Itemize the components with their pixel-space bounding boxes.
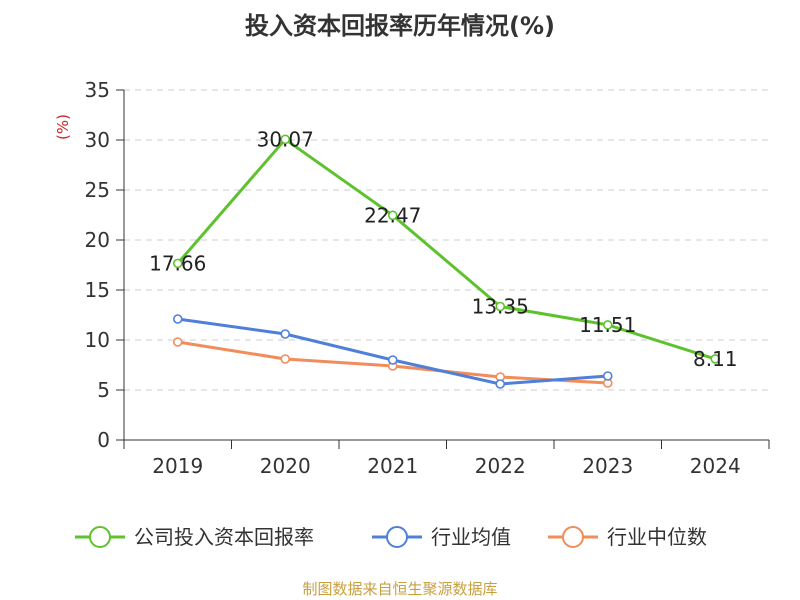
data-point bbox=[602, 371, 613, 381]
x-tick-labels: 2019 2020 2021 2022 2023 2024 bbox=[123, 440, 770, 478]
y-tick-labels: 0 5 10 15 20 25 30 35 bbox=[85, 78, 124, 452]
data-label: 22.47 bbox=[364, 203, 421, 227]
grid-lines bbox=[124, 89, 769, 391]
data-point bbox=[172, 337, 183, 347]
data-point bbox=[602, 320, 613, 330]
legend-marker bbox=[562, 526, 584, 548]
data-point bbox=[172, 258, 183, 269]
data-point bbox=[495, 301, 506, 312]
legend-marker bbox=[89, 526, 111, 548]
data-label: 30.07 bbox=[257, 127, 314, 151]
x-tick-label: 2021 bbox=[367, 454, 418, 478]
series-layer bbox=[172, 134, 721, 389]
legend-item[interactable]: 行业均值 bbox=[372, 525, 511, 549]
data-label: 17.66 bbox=[149, 251, 206, 275]
data-point bbox=[387, 355, 398, 365]
x-tick-label: 2020 bbox=[260, 454, 311, 478]
data-point bbox=[387, 210, 398, 221]
data-point bbox=[280, 354, 291, 364]
x-tick-label: 2019 bbox=[152, 454, 203, 478]
y-tick-label: 20 bbox=[85, 228, 110, 252]
data-point bbox=[710, 354, 721, 364]
data-point bbox=[172, 314, 183, 324]
x-tick-label: 2023 bbox=[582, 454, 633, 478]
data-labels: 17.66 30.07 22.47 13.35 11.51 8.11 bbox=[149, 127, 737, 371]
legend-label: 行业均值 bbox=[431, 525, 511, 549]
legend-label: 公司投入资本回报率 bbox=[134, 525, 314, 549]
axes bbox=[123, 90, 769, 441]
chart-title: 投入资本回报率历年情况(%) bbox=[245, 12, 555, 40]
data-label: 13.35 bbox=[472, 295, 529, 319]
data-label: 11.51 bbox=[579, 313, 636, 337]
data-point bbox=[280, 134, 291, 145]
x-tick-label: 2024 bbox=[690, 454, 741, 478]
source-note: 制图数据来自恒生聚源数据库 bbox=[302, 580, 498, 598]
legend-item[interactable]: 行业中位数 bbox=[548, 525, 707, 549]
y-tick-label: 25 bbox=[85, 178, 110, 202]
data-point bbox=[280, 329, 291, 339]
series-line bbox=[176, 137, 716, 361]
y-tick-label: 15 bbox=[85, 278, 110, 302]
data-point bbox=[495, 379, 506, 389]
x-tick-label: 2022 bbox=[475, 454, 526, 478]
y-tick-label: 30 bbox=[85, 128, 110, 152]
y-tick-label: 0 bbox=[97, 428, 110, 452]
legend-marker bbox=[386, 526, 408, 548]
y-tick-label: 10 bbox=[85, 328, 110, 352]
legend[interactable]: 公司投入资本回报率 行业均值 行业中位数 bbox=[75, 525, 707, 549]
data-label: 8.11 bbox=[693, 347, 738, 371]
legend-label: 行业中位数 bbox=[607, 525, 707, 549]
y-tick-label: 35 bbox=[85, 78, 110, 102]
y-axis-label: (%) bbox=[54, 114, 72, 140]
y-tick-label: 5 bbox=[97, 378, 110, 402]
legend-item[interactable]: 公司投入资本回报率 bbox=[75, 525, 314, 549]
